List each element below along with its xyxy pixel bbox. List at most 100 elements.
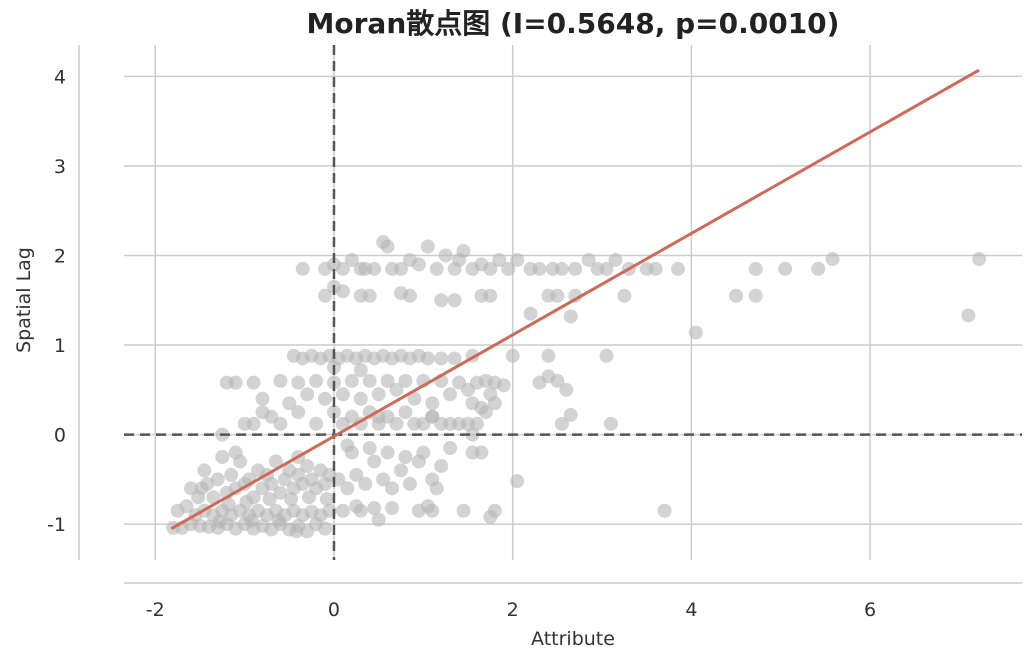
scatter-point	[420, 239, 435, 254]
y-tick-label: 2	[54, 245, 66, 267]
scatter-point	[429, 481, 444, 496]
scatter-point	[224, 467, 239, 482]
scatter-point	[228, 375, 243, 390]
scatter-point	[398, 405, 413, 420]
chart-title: Moran散点图 (I=0.5648, p=0.0010)	[307, 7, 840, 40]
scatter-point	[541, 348, 556, 363]
scatter-point	[268, 454, 283, 469]
regression-fit-line	[170, 68, 980, 530]
scatter-point	[200, 476, 215, 491]
scatter-point	[282, 396, 297, 411]
scatter-point	[670, 261, 685, 276]
scatter-point	[340, 481, 355, 496]
scatter-point	[657, 503, 672, 518]
scatter-point	[568, 288, 583, 303]
scatter-point	[398, 450, 413, 464]
scatter-point	[273, 485, 288, 500]
y-tick-label: 0	[54, 425, 66, 447]
scatter-point	[420, 351, 435, 366]
scatter-point	[778, 261, 793, 276]
scatter-point	[550, 373, 565, 388]
scatter-point	[483, 261, 498, 276]
y-tick-label: 4	[54, 66, 66, 88]
scatter-point	[434, 351, 449, 366]
scatter-point	[362, 373, 377, 388]
scatter-point	[380, 373, 395, 388]
y-tick-label: 1	[54, 335, 66, 357]
scatter-point	[402, 476, 417, 491]
scatter-point	[206, 490, 221, 505]
scatter-point	[469, 416, 484, 431]
scatter-point	[416, 445, 431, 460]
scatter-point	[380, 239, 395, 254]
scatter-point	[447, 293, 462, 308]
scatter-point	[474, 400, 489, 415]
scatter-point	[456, 503, 471, 518]
scatter-point	[496, 378, 511, 393]
scatter-point	[443, 387, 458, 402]
scatter-point	[271, 513, 286, 528]
scatter-point	[510, 252, 525, 267]
scatter-point	[510, 474, 525, 489]
scatter-point	[811, 261, 826, 276]
scatter-point	[748, 288, 763, 303]
scatter-point	[648, 261, 663, 276]
scatter-point	[425, 409, 440, 424]
x-tick-labels: -2 0 2 4 6	[146, 599, 876, 621]
scatter-point	[246, 375, 261, 390]
scatter-point	[465, 427, 480, 442]
scatter-point	[300, 458, 315, 473]
scatter-point	[212, 514, 227, 529]
scatter-point	[335, 261, 350, 276]
scatter-point	[291, 405, 306, 420]
scatter-point	[411, 257, 426, 272]
scatter-point	[487, 396, 502, 411]
scatter-point	[371, 387, 386, 402]
scatter-point	[389, 416, 404, 431]
scatter-point	[443, 441, 458, 456]
x-tick-label: 6	[864, 599, 876, 621]
scatter-point	[371, 512, 386, 527]
scatter-point	[228, 445, 243, 460]
scatter-point	[523, 306, 538, 321]
scatter-point	[389, 382, 404, 397]
scatter-point	[554, 261, 569, 276]
scatter-points	[166, 235, 987, 539]
scatter-point	[191, 490, 206, 505]
regression-line	[170, 68, 980, 530]
scatter-point	[301, 490, 316, 505]
y-tick-label: 3	[54, 156, 66, 178]
scatter-point	[599, 261, 614, 276]
scatter-point	[344, 373, 359, 388]
scatter-point	[581, 252, 596, 267]
scatter-point	[376, 472, 391, 487]
scatter-point	[262, 492, 277, 507]
scatter-point	[273, 373, 288, 388]
scatter-point	[318, 288, 333, 303]
scatter-point	[505, 348, 520, 363]
scatter-point	[532, 261, 547, 276]
scatter-point	[362, 288, 377, 303]
scatter-point	[492, 252, 507, 267]
scatter-point	[603, 416, 618, 431]
scatter-point	[215, 450, 230, 464]
scatter-point	[483, 288, 498, 303]
scatter-point	[264, 409, 279, 424]
scatter-point	[255, 391, 270, 406]
y-tick-label: -1	[47, 514, 66, 536]
scatter-point	[559, 382, 574, 397]
scatter-point	[326, 405, 341, 420]
scatter-point	[210, 472, 225, 487]
scatter-point	[972, 252, 987, 267]
scatter-point	[318, 521, 333, 536]
scatter-point	[358, 476, 373, 491]
scatter-point	[335, 387, 350, 402]
scatter-point	[244, 513, 259, 528]
scatter-point	[425, 396, 440, 411]
scatter-point	[353, 363, 368, 378]
scatter-point	[349, 467, 364, 482]
scatter-point	[380, 445, 395, 460]
scatter-point	[300, 387, 315, 402]
scatter-point	[179, 499, 194, 514]
axis-spines	[78, 45, 1022, 584]
